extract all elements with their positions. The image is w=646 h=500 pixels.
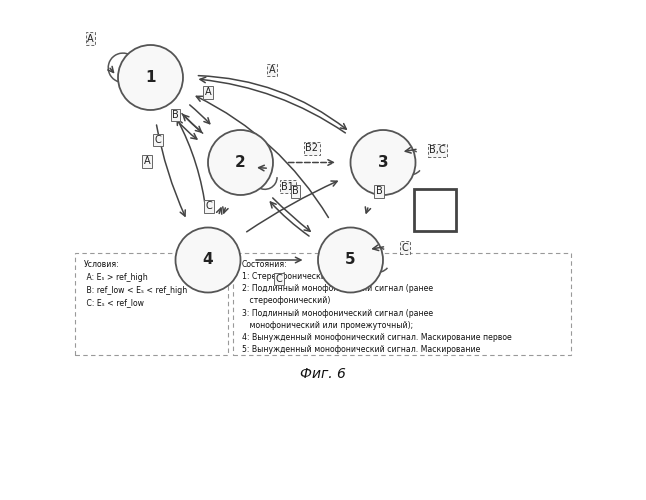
Text: B,C: B,C — [430, 145, 446, 155]
Text: 3: 3 — [378, 155, 388, 170]
Text: C: C — [276, 274, 283, 284]
Text: A: A — [143, 156, 150, 166]
Circle shape — [318, 228, 383, 292]
Text: B2: B2 — [306, 144, 318, 154]
FancyBboxPatch shape — [233, 252, 570, 355]
Text: B: B — [172, 110, 179, 120]
Circle shape — [351, 130, 415, 195]
Text: Фиг. 6: Фиг. 6 — [300, 368, 346, 382]
Circle shape — [208, 130, 273, 195]
Text: 2: 2 — [235, 155, 246, 170]
Text: C: C — [402, 242, 408, 252]
Text: Состояния:
1: Стереофонический сигнал
2: Подлинный монофонический сигнал (ранее
: Состояния: 1: Стереофонический сигнал 2:… — [242, 260, 511, 354]
Text: B: B — [376, 186, 382, 196]
Text: B: B — [292, 186, 299, 196]
Text: C: C — [154, 135, 162, 145]
Text: 1: 1 — [145, 70, 156, 85]
Text: 5: 5 — [345, 252, 356, 268]
Text: A: A — [205, 88, 211, 98]
Text: B1: B1 — [281, 182, 294, 192]
Text: Условия:
 A: Eₛ > ref_high
 B: ref_low < Eₛ < ref_high
 C: Eₛ < ref_low: Условия: A: Eₛ > ref_high B: ref_low < E… — [84, 260, 187, 308]
Text: C: C — [206, 201, 213, 211]
Circle shape — [176, 228, 240, 292]
Text: 4: 4 — [203, 252, 213, 268]
Text: A: A — [87, 34, 94, 43]
Bar — [414, 188, 456, 231]
Circle shape — [118, 45, 183, 110]
Text: A: A — [269, 65, 275, 75]
FancyBboxPatch shape — [76, 252, 228, 355]
